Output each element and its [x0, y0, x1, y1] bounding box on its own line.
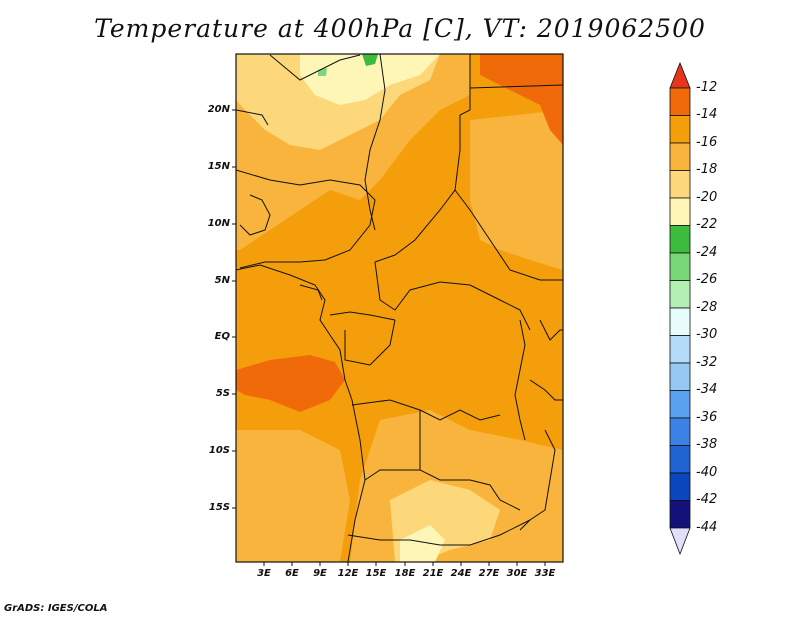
colorbar-label: -44 [696, 520, 718, 535]
x-label: 30E [506, 568, 528, 579]
x-label: 24E [450, 568, 472, 579]
colorbar-label: -38 [696, 437, 718, 452]
y-label: 10S [208, 445, 230, 456]
footer-credit: GrADS: IGES/COLA [4, 603, 108, 614]
y-label: 5S [215, 388, 230, 399]
colorbar-label: -42 [696, 492, 718, 507]
colorbar-box [669, 390, 691, 419]
colorbar-box [669, 500, 691, 529]
x-label: 27E [478, 568, 500, 579]
colorbar-label: -14 [696, 107, 718, 122]
x-label: 21E [422, 568, 444, 579]
colorbar-label: -26 [696, 272, 718, 287]
field-warm-west [236, 355, 345, 412]
colorbar-box [669, 225, 691, 254]
colorbar-box [669, 362, 691, 391]
map-field [236, 54, 563, 562]
chart-title: Temperature at 400hPa [C], VT: 201906250… [94, 14, 706, 43]
colorbar-box [669, 87, 691, 116]
x-label: 9E [313, 568, 327, 579]
country-borders [236, 54, 563, 562]
colorbar-box [669, 335, 691, 364]
y-label: 20N [207, 104, 230, 115]
colorbar-label: -20 [696, 190, 718, 205]
field-green-patch [362, 54, 378, 66]
colorbar-label: -12 [696, 80, 718, 95]
y-ticks [232, 109, 236, 509]
y-label: 15S [208, 502, 230, 513]
colorbar-box [669, 307, 691, 336]
colorbar [669, 61, 691, 556]
field-west-light [236, 430, 350, 562]
y-label: EQ [214, 331, 230, 342]
colorbar-label: -18 [696, 162, 718, 177]
colorbar-box [669, 142, 691, 171]
colorbar-box [669, 417, 691, 446]
colorbar-top-arrow [669, 61, 691, 89]
colorbar-label: -16 [696, 135, 718, 150]
colorbar-bottom-arrow [669, 527, 691, 556]
colorbar-box [669, 252, 691, 281]
x-label: 3E [257, 568, 271, 579]
colorbar-label: -32 [696, 355, 718, 370]
x-label: 12E [337, 568, 359, 579]
colorbar-label: -36 [696, 410, 718, 425]
colorbar-label: -40 [696, 465, 718, 480]
colorbar-box [669, 472, 691, 501]
colorbar-label: -24 [696, 245, 718, 260]
y-label: 5N [214, 275, 230, 286]
field-warm-ne [480, 54, 563, 145]
x-label: 33E [534, 568, 556, 579]
x-label: 6E [285, 568, 299, 579]
x-label: 15E [365, 568, 387, 579]
x-ticks [263, 562, 546, 566]
colorbar-box [669, 197, 691, 226]
x-label: 18E [394, 568, 416, 579]
field-south-pale [400, 525, 445, 562]
map-frame [235, 53, 564, 563]
colorbar-label: -28 [696, 300, 718, 315]
colorbar-label: -22 [696, 217, 718, 232]
colorbar-box [669, 445, 691, 474]
field-east-light [470, 110, 563, 270]
colorbar-box [669, 170, 691, 199]
colorbar-box [669, 115, 691, 144]
colorbar-label: -34 [696, 382, 718, 397]
y-label: 15N [207, 161, 230, 172]
field-north-pale [300, 54, 440, 105]
colorbar-box [669, 280, 691, 309]
y-label: 10N [207, 218, 230, 229]
colorbar-label: -30 [696, 327, 718, 342]
